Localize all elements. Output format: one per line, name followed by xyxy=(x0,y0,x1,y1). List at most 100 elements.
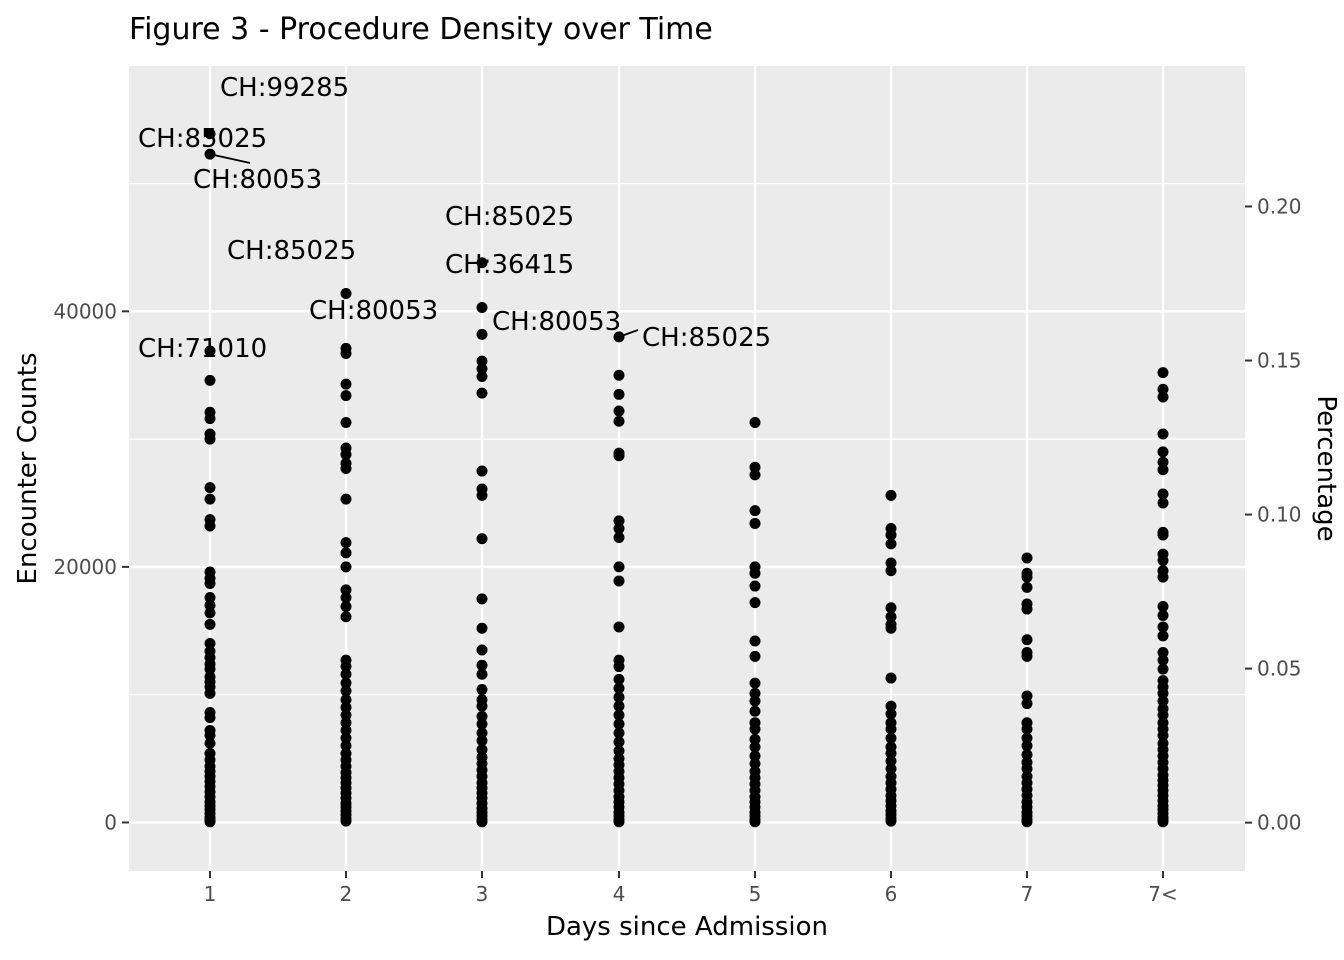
data-point xyxy=(340,717,352,729)
data-point xyxy=(749,687,761,699)
data-point xyxy=(204,433,216,445)
data-point xyxy=(749,517,761,529)
y2-tick-label: 0.15 xyxy=(1257,349,1302,373)
data-point xyxy=(1157,391,1169,403)
data-point xyxy=(204,737,216,749)
y-tick-label: 20000 xyxy=(53,555,117,579)
data-point xyxy=(476,593,488,605)
chart-title: Figure 3 - Procedure Density over Time xyxy=(129,12,713,47)
data-point xyxy=(613,736,625,748)
data-point xyxy=(204,128,216,140)
data-point xyxy=(340,668,352,680)
data-point xyxy=(204,607,216,619)
data-point xyxy=(204,592,216,604)
data-point xyxy=(1021,740,1033,752)
data-point xyxy=(1021,634,1033,646)
data-point xyxy=(885,708,897,720)
data-point xyxy=(340,601,352,612)
data-point xyxy=(749,580,761,592)
data-point xyxy=(476,684,488,696)
annotation-label: CH:80053 xyxy=(309,296,438,326)
data-point xyxy=(340,611,352,623)
data-point xyxy=(749,650,761,662)
data-point xyxy=(476,387,488,399)
data-point xyxy=(749,469,761,481)
data-point xyxy=(204,374,216,386)
data-point xyxy=(340,348,352,359)
data-point xyxy=(885,763,897,775)
data-point xyxy=(613,673,625,685)
data-point xyxy=(340,732,352,744)
data-point xyxy=(340,724,352,736)
data-point xyxy=(613,450,625,462)
data-point xyxy=(340,677,352,689)
data-point xyxy=(340,537,352,549)
data-point xyxy=(476,363,488,375)
x-axis-title: Days since Admission xyxy=(546,912,828,942)
data-point xyxy=(204,638,216,650)
axis-ticks: 0 20000 40000 1 2 3 4 5 6 7 7< 0.00 0.05 0.10 0.15 0.20 xyxy=(53,194,1301,906)
data-point xyxy=(340,815,352,827)
data-point xyxy=(1157,816,1169,828)
data-point xyxy=(476,727,488,739)
data-point xyxy=(885,815,897,827)
data-point xyxy=(613,700,625,712)
data-point xyxy=(613,405,625,417)
data-point xyxy=(340,561,352,573)
data-point xyxy=(204,730,216,742)
y2-tick-label: 0.00 xyxy=(1257,811,1302,835)
data-point xyxy=(613,523,625,535)
data-point xyxy=(885,529,897,541)
data-point xyxy=(204,599,216,611)
data-point xyxy=(749,733,761,745)
y2-tick-label: 0.20 xyxy=(1257,194,1302,218)
x-tick-label: 5 xyxy=(749,882,762,906)
data-point xyxy=(476,257,488,269)
data-point xyxy=(204,618,216,630)
data-point xyxy=(1021,749,1033,761)
data-point xyxy=(613,682,625,694)
data-point xyxy=(476,659,488,671)
data-point xyxy=(885,557,897,569)
annotation-label: CH:85025 xyxy=(138,124,267,154)
y-axis-title: Encounter Counts xyxy=(13,353,43,585)
y-tick-label: 0 xyxy=(104,810,117,834)
data-point xyxy=(476,735,488,747)
data-point xyxy=(1157,621,1169,633)
data-point xyxy=(204,687,216,699)
annotation-label: CH:80053 xyxy=(193,165,322,195)
x-tick-label: 2 xyxy=(340,882,353,906)
data-point xyxy=(613,745,625,757)
annotation-label: CH:85025 xyxy=(227,236,356,266)
data-point xyxy=(340,584,352,596)
data-point xyxy=(1021,650,1033,662)
data-point xyxy=(476,622,488,634)
data-point xyxy=(340,740,352,752)
data-point xyxy=(1157,456,1169,468)
data-point xyxy=(613,561,625,573)
annotation-leader-line xyxy=(209,153,251,164)
data-point xyxy=(476,328,488,340)
data-point xyxy=(204,482,216,494)
data-point xyxy=(1021,552,1033,564)
data-point xyxy=(885,538,897,550)
y2-axis-title: Percentage xyxy=(1311,395,1341,541)
data-point xyxy=(1021,581,1033,593)
data-point xyxy=(476,465,488,477)
data-point xyxy=(1157,464,1169,476)
data-point xyxy=(885,611,897,623)
annotation-label: CH:85025 xyxy=(642,323,771,353)
data-point xyxy=(749,723,761,735)
data-point xyxy=(476,700,488,712)
data-point xyxy=(749,758,761,770)
data-point xyxy=(476,489,488,501)
data-point xyxy=(476,718,488,730)
data-point xyxy=(340,547,352,559)
data-point xyxy=(476,371,488,382)
data-point xyxy=(340,378,352,390)
data-point xyxy=(1157,730,1169,742)
y-tick-label: 40000 xyxy=(53,299,117,323)
data-point xyxy=(1157,630,1169,642)
data-point xyxy=(613,709,625,721)
annotation-label: CH:99285 xyxy=(220,73,349,103)
